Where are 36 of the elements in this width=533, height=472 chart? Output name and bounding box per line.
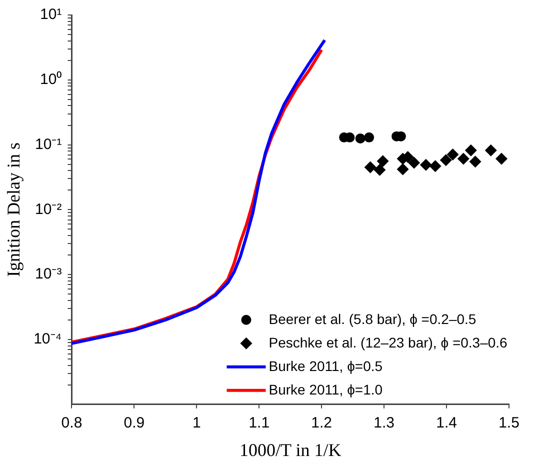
point (420, 158, 432, 171)
point (464, 144, 477, 156)
x-tick-label: 0.9 (124, 414, 145, 432)
point (355, 134, 366, 144)
point (496, 152, 508, 165)
y-tick-label: 10⁻² (35, 200, 62, 218)
x-tick-label: 1.4 (436, 414, 457, 432)
x-tick-label: 0.8 (61, 414, 82, 432)
x-tick-label: 1.5 (498, 414, 520, 432)
legend-label: Beerer et al. (5.8 bar), ϕ =0.2–0.5 (268, 310, 476, 327)
point (429, 160, 442, 172)
legend-label: Burke 2011, ϕ=0.5 (268, 358, 383, 374)
y-axis-title: Ignition Delay in s (4, 142, 24, 277)
y-tick-label: 10⁻³ (35, 266, 62, 283)
point (374, 164, 386, 176)
y-tick-label: 10⁰ (40, 71, 62, 88)
point (469, 156, 482, 168)
point (408, 156, 420, 169)
point (446, 148, 459, 160)
y-tick-label: 10¹ (40, 6, 62, 24)
point (440, 154, 452, 166)
point (364, 161, 376, 174)
legend-label: Peschke et al. (12–23 bar), ϕ =0.3–0.6 (268, 334, 508, 350)
x-tick-label: 1.3 (374, 414, 394, 432)
y-tick-label: 10⁻¹ (35, 136, 62, 153)
legend-label: Burke 2011, ϕ=1.0 (268, 381, 383, 398)
x-tick-label: 1.2 (311, 414, 332, 432)
x-tick-label: 1 (192, 414, 201, 432)
point (376, 155, 389, 168)
point (396, 163, 409, 176)
point (457, 152, 470, 165)
y-tick-label: 10⁻⁴ (34, 330, 62, 348)
x-axis-title: 1000/T in 1/K (240, 440, 342, 460)
x-tick-label: 1.1 (248, 414, 270, 432)
point (484, 144, 497, 156)
point (364, 132, 374, 142)
